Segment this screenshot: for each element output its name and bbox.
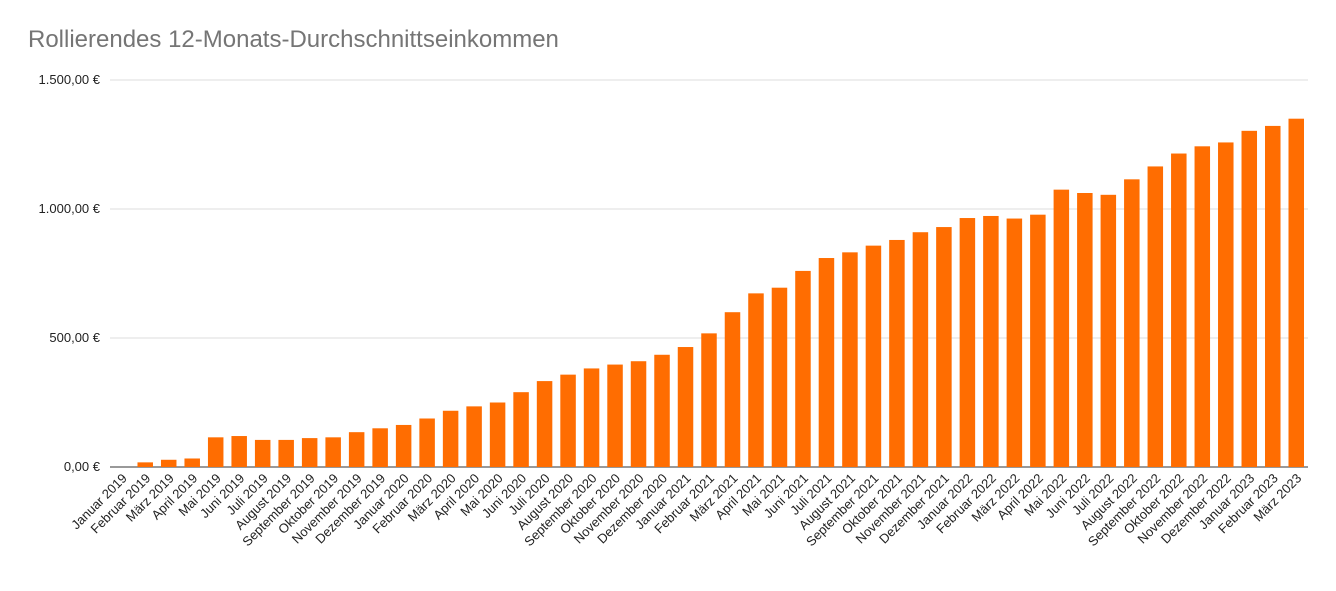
bar [1100, 194, 1117, 467]
bar [207, 437, 224, 467]
chart-title: Rollierendes 12-Monats-Durchschnittseink… [28, 26, 559, 53]
y-tick-label: 500,00 € [49, 330, 100, 345]
bar [912, 232, 929, 467]
bar [771, 287, 788, 467]
bar [607, 364, 623, 467]
bar [254, 439, 271, 467]
bar [301, 438, 318, 467]
bar [442, 410, 459, 467]
bar [419, 418, 435, 467]
bar [818, 258, 835, 467]
bar [489, 402, 506, 467]
bar [137, 462, 153, 467]
bar [889, 239, 905, 467]
bar [466, 406, 482, 467]
y-tick-label: 0,00 € [64, 459, 101, 474]
bar [348, 432, 365, 467]
bar [748, 293, 764, 467]
y-axis: 0,00 € 500,00 € 1.000,00 € 1.500,00 € [39, 72, 101, 474]
bar [654, 354, 670, 467]
bar [1124, 179, 1140, 467]
bar [513, 392, 529, 467]
bar [701, 333, 717, 467]
bar [160, 459, 177, 467]
bar [795, 270, 811, 467]
bar [936, 227, 952, 467]
bar [231, 436, 247, 467]
bar [372, 428, 388, 467]
y-tick-label: 1.500,00 € [39, 72, 101, 87]
bar [1218, 142, 1234, 467]
bar [677, 347, 694, 467]
bar [536, 381, 553, 467]
bar [325, 437, 341, 467]
bar [959, 218, 976, 467]
bar [1241, 130, 1258, 467]
bar [184, 458, 200, 467]
bar [865, 245, 882, 467]
bar [583, 368, 600, 467]
bar [724, 312, 741, 467]
bar [1147, 166, 1164, 467]
bar [1053, 189, 1070, 467]
bar [1077, 193, 1093, 467]
bar-series [137, 118, 1304, 468]
bar [1171, 153, 1187, 467]
bar [395, 424, 412, 467]
bar [983, 215, 999, 467]
bar [842, 252, 858, 467]
bar [278, 439, 294, 467]
bar [1006, 218, 1023, 467]
bar [560, 374, 576, 467]
bar [1030, 214, 1046, 467]
bar [1265, 125, 1281, 468]
bar [630, 361, 647, 467]
bar [1194, 146, 1211, 467]
bar [1288, 118, 1304, 467]
y-tick-label: 1.000,00 € [39, 201, 101, 216]
